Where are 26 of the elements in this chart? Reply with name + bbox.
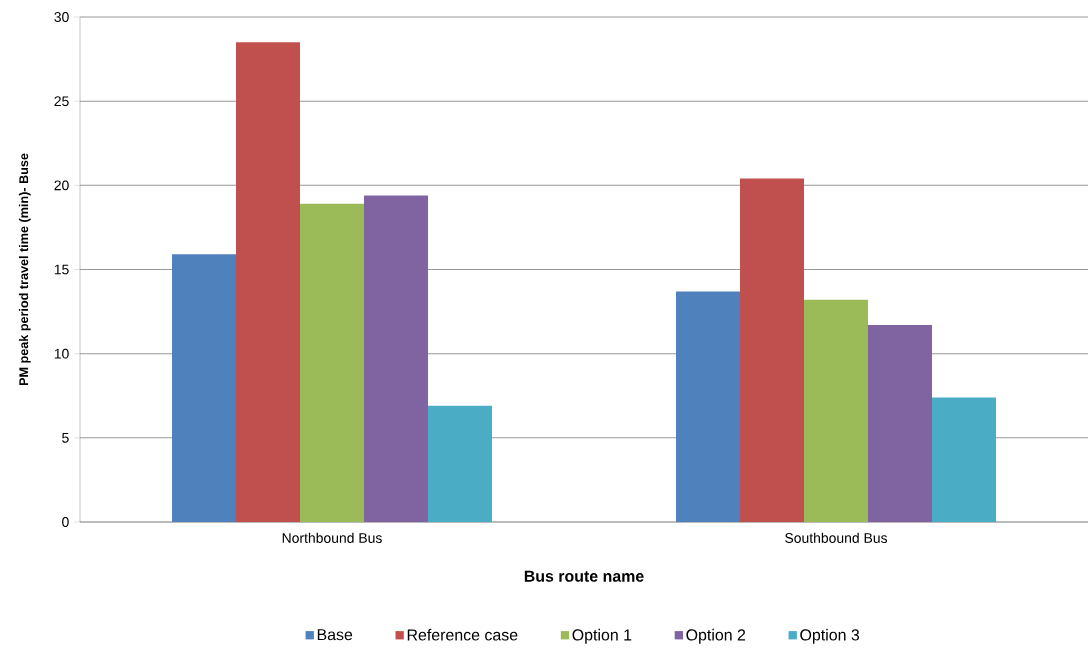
legend-label: Reference case xyxy=(407,628,518,641)
y-tick-label: 20 xyxy=(54,180,69,191)
bar xyxy=(236,42,301,522)
bar xyxy=(300,203,365,522)
y-axis-title: PM peak period travel time (min)- Buse xyxy=(18,153,31,386)
y-tick-label: 0 xyxy=(62,517,69,527)
bar xyxy=(676,291,741,522)
bar xyxy=(364,195,429,522)
x-axis-title: Bus route name xyxy=(524,570,644,582)
y-tick-label: 5 xyxy=(62,432,69,443)
bar xyxy=(740,178,805,522)
legend-label: Option 3 xyxy=(800,628,860,644)
y-tick-label: 30 xyxy=(54,12,69,22)
y-tick-label: 15 xyxy=(54,264,69,275)
legend-label: Option 1 xyxy=(572,628,632,644)
bar xyxy=(804,299,869,522)
y-tick-label: 25 xyxy=(54,96,69,107)
x-tick-label: Northbound Bus xyxy=(282,532,382,543)
bar xyxy=(932,397,997,522)
x-tick-label: Southbound Bus xyxy=(785,532,888,543)
legend-label: Base xyxy=(317,629,353,641)
legend-label: Option 2 xyxy=(686,628,746,644)
bar xyxy=(172,254,236,522)
bar xyxy=(428,405,493,522)
bar xyxy=(868,325,933,522)
y-tick-label: 10 xyxy=(54,348,69,359)
